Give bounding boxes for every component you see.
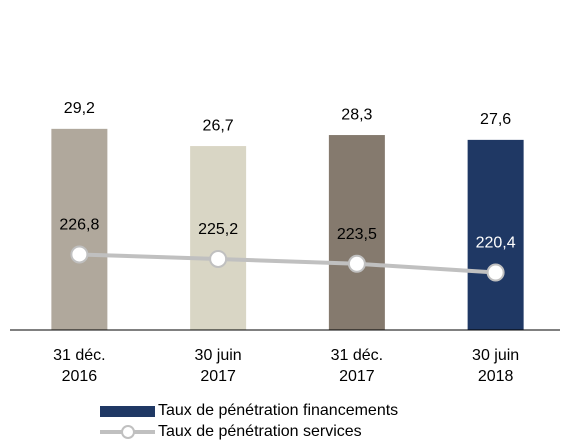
line-marker: [209, 249, 228, 268]
bar: [467, 139, 524, 330]
bar-value-label: 27,6: [480, 111, 511, 128]
legend-label: Taux de pénétration services: [158, 423, 362, 440]
legend-swatch: [121, 425, 135, 439]
x-tick-label: 30 juin 2018: [472, 347, 520, 385]
line-value-label: 223,5: [337, 226, 377, 243]
bar-value-label: 26,7: [203, 117, 234, 134]
bar-value-label: 28,3: [341, 106, 372, 123]
line-marker: [486, 263, 505, 282]
x-tick-label: 31 déc. 2017: [330, 347, 384, 385]
line-marker: [70, 245, 89, 264]
x-tick-label: 31 déc. 2016: [53, 347, 106, 385]
bar-value-label: 29,2: [64, 100, 95, 117]
line-value-label: 225,2: [198, 221, 238, 238]
line-value-label: 226,8: [59, 217, 99, 234]
x-tick-label: 30 juin 2017: [194, 347, 242, 385]
bar: [328, 135, 385, 330]
legend-label: Taux de pénétration financements: [158, 402, 399, 419]
bar: [51, 128, 108, 330]
line: [79, 252, 496, 275]
bar: [190, 146, 247, 330]
line-marker: [347, 254, 366, 273]
line-value-label: 220,4: [476, 235, 516, 252]
legend-swatch: [100, 406, 155, 417]
